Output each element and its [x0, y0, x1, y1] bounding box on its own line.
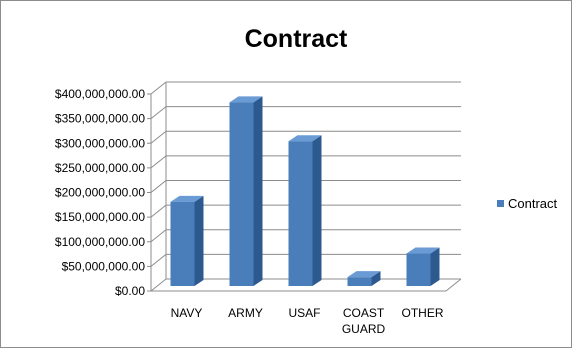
- gridline-wall: [150, 106, 167, 120]
- y-tick-label: $250,000,000.00: [55, 161, 145, 175]
- chart-title: Contract: [244, 25, 348, 53]
- bar-side: [312, 135, 322, 286]
- bar-top: [347, 271, 381, 278]
- bar-side: [194, 195, 204, 286]
- x-tick-label: GUARD: [342, 322, 386, 336]
- bar: [229, 102, 254, 286]
- gridline-wall: [150, 180, 167, 193]
- y-tick-label: $50,000,000.00: [62, 259, 146, 273]
- x-tick-label: USAF: [288, 306, 320, 320]
- floor-edge: [445, 278, 462, 292]
- gridline-wall: [150, 278, 167, 292]
- bar-side: [430, 247, 440, 286]
- gridline-wall: [150, 81, 167, 95]
- gridline-wall: [150, 253, 167, 267]
- bar-top: [406, 247, 440, 254]
- bar-side: [253, 96, 263, 286]
- legend-label: Contract: [508, 196, 558, 211]
- bar-top: [229, 96, 263, 103]
- gridline-wall: [150, 130, 167, 144]
- bar: [288, 141, 313, 286]
- bar-side: [371, 271, 381, 286]
- bar-top: [288, 135, 322, 142]
- gridline-wall: [150, 229, 167, 243]
- x-tick-label: OTHER: [402, 306, 444, 320]
- y-tick-label: $100,000,000.00: [55, 235, 145, 249]
- x-tick-label: NAVY: [171, 306, 203, 320]
- gridline-wall: [150, 204, 167, 218]
- legend: Contract: [497, 196, 557, 211]
- gridline-wall: [150, 155, 167, 169]
- y-tick-label: $0.00: [115, 284, 145, 298]
- y-tick-label: $350,000,000.00: [55, 112, 145, 126]
- y-tick-label: $200,000,000.00: [55, 186, 145, 200]
- y-tick-label: $150,000,000.00: [55, 210, 145, 224]
- legend-swatch: [497, 200, 504, 207]
- bar: [347, 277, 372, 286]
- bar-top: [170, 195, 204, 202]
- x-tick-label: ARMY: [228, 306, 263, 320]
- x-tick-label: COAST: [343, 306, 385, 320]
- bar: [170, 201, 195, 286]
- bar: [406, 253, 431, 286]
- y-tick-label: $300,000,000.00: [55, 136, 145, 150]
- y-tick-label: $400,000,000.00: [55, 87, 145, 101]
